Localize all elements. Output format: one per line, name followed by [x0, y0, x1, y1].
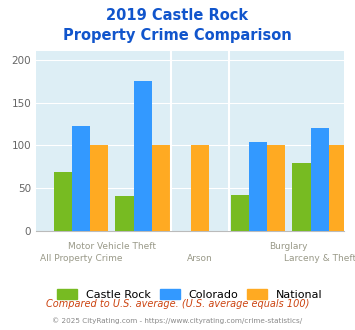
Bar: [329, 145, 347, 231]
Text: © 2025 CityRating.com - https://www.cityrating.com/crime-statistics/: © 2025 CityRating.com - https://www.city…: [53, 317, 302, 324]
Bar: [311, 128, 329, 231]
Bar: [72, 126, 90, 231]
Text: Larceny & Theft: Larceny & Theft: [284, 254, 355, 263]
Bar: [249, 142, 267, 231]
Text: Arson: Arson: [187, 254, 213, 263]
Text: Property Crime Comparison: Property Crime Comparison: [63, 28, 292, 43]
Text: Compared to U.S. average. (U.S. average equals 100): Compared to U.S. average. (U.S. average …: [46, 299, 309, 309]
Bar: [133, 81, 152, 231]
Text: All Property Crime: All Property Crime: [39, 254, 122, 263]
Bar: [267, 145, 285, 231]
Text: 2019 Castle Rock: 2019 Castle Rock: [106, 8, 248, 23]
Legend: Castle Rock, Colorado, National: Castle Rock, Colorado, National: [53, 285, 327, 305]
Bar: [90, 145, 108, 231]
Bar: [115, 196, 133, 231]
Bar: [152, 145, 170, 231]
Bar: [293, 163, 311, 231]
Text: Motor Vehicle Theft: Motor Vehicle Theft: [68, 242, 156, 251]
Bar: [191, 145, 209, 231]
Bar: [231, 195, 249, 231]
Text: Burglary: Burglary: [269, 242, 308, 251]
Bar: [54, 172, 72, 231]
